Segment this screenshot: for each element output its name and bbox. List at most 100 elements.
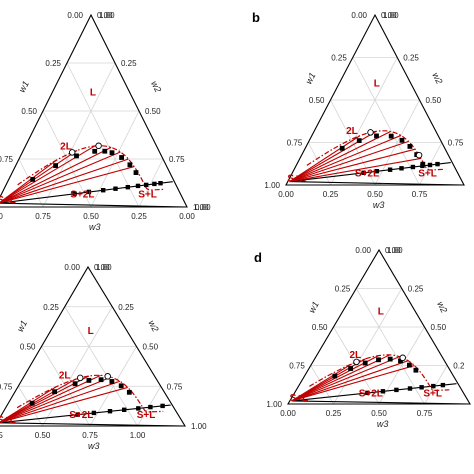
saturation-boundary: [291, 383, 457, 402]
apex-right-tick: 1.00: [96, 263, 112, 272]
axis-label-w2: w2: [149, 79, 163, 94]
bottom-tick-label: 0.50: [367, 190, 383, 199]
binodal-point: [407, 144, 413, 149]
bottom-tick-label: 0.75: [82, 431, 98, 440]
apex-left-tick: 0.00: [67, 11, 83, 20]
right-tick-label: 0.00: [385, 246, 401, 255]
solid-boundary: [0, 422, 186, 427]
tie-line: [289, 148, 416, 183]
apex-right-tick: 1.00: [99, 11, 115, 20]
region-label: S+2L: [69, 410, 93, 421]
grid-line: [64, 306, 138, 427]
bottom-tick-label: 1.00: [130, 431, 146, 440]
binodal-point: [399, 137, 405, 143]
bottom-tick-label: 0.00: [280, 409, 296, 418]
ternary-panel-4: L 2L S+2L S+L S+L 1.00 0.75 0.50 0.25 0.00 0.25 0.5…: [254, 246, 471, 429]
binodal-point: [30, 177, 36, 182]
panel-label: d: [254, 250, 262, 265]
axis-label-w1: w1: [303, 71, 317, 86]
region-label: S+L: [418, 169, 437, 180]
saturation-point: [440, 382, 446, 388]
region-label: S+L: [290, 393, 309, 404]
binodal-point: [102, 148, 108, 154]
bottom-tick-label: 0.75: [35, 212, 51, 221]
open-point: [104, 373, 111, 380]
region-label: 2L: [349, 350, 361, 361]
triangle-frame: [0, 13, 188, 208]
right-tick-label: 0.00: [381, 11, 397, 20]
saturation-point: [365, 390, 370, 396]
saturation-point: [419, 385, 424, 390]
binodal-point: [348, 366, 353, 371]
bottom-tick-label: 0.50: [83, 212, 99, 221]
binodal-point: [29, 400, 35, 406]
bottom-tick-label: 0.25: [0, 431, 3, 440]
saturation-point: [361, 170, 366, 175]
binodal-point: [109, 150, 115, 156]
axis-label-w3: w3: [89, 222, 101, 232]
open-point: [367, 129, 374, 136]
right-tick-label: 1.00: [191, 422, 207, 431]
grid-line: [42, 110, 92, 208]
saturation-boundary: [0, 181, 173, 204]
apex-left-tick: 0.00: [355, 246, 371, 255]
grid-line: [330, 99, 376, 186]
binodal-point: [86, 378, 92, 383]
solid-boundary: [0, 202, 188, 208]
tie-line: [0, 146, 112, 204]
region-label: 2L: [59, 370, 71, 381]
binodal-point: [398, 358, 403, 364]
saturation-point: [148, 404, 153, 410]
region-label: S+L: [0, 415, 16, 426]
ternary-panel-1: L 2L S+2L S+L S+L 1.00 0.75 0.50 0.25 0.00 0.25 0.5…: [0, 11, 211, 232]
right-tick-label: 0.2: [453, 362, 465, 371]
region-label: S+2L: [355, 169, 379, 180]
binodal-point: [74, 153, 79, 159]
bottom-tick-label: 1.00: [0, 212, 3, 221]
axis-label-w2: w2: [435, 300, 449, 315]
saturation-point: [387, 167, 393, 172]
tie-line: [291, 354, 391, 402]
tie-line: [289, 140, 409, 183]
grid-line: [138, 158, 164, 208]
open-point: [68, 149, 76, 156]
left-tick-label: 0.75: [289, 362, 305, 371]
grid-line: [330, 57, 398, 186]
axis-label-w3: w3: [373, 200, 385, 210]
saturation-point: [380, 389, 386, 394]
right-tick-label: 0.25: [403, 54, 419, 63]
binodal-point: [98, 377, 104, 383]
saturation-point: [158, 181, 163, 186]
binodal-point: [332, 373, 338, 379]
binodal-point: [339, 145, 345, 151]
saturation-point: [101, 188, 106, 193]
region-label: S+2L: [359, 388, 383, 399]
region-label: L: [374, 78, 380, 89]
left-tick-label: 0.25: [43, 303, 59, 312]
bottom-tick-label: 0.00: [278, 190, 294, 199]
binodal-point: [407, 362, 412, 368]
binodal-point: [92, 148, 98, 154]
tie-line: [289, 135, 361, 183]
tie-line: [289, 157, 422, 183]
apex-right-tick: 1.00: [383, 11, 399, 20]
bottom-tick-label: 0.75: [412, 190, 428, 199]
region-label: 2L: [60, 141, 72, 152]
tie-line: [0, 159, 58, 203]
right-tick-label: 0.25: [121, 59, 137, 68]
corner-right-tick: 0.00: [195, 203, 211, 212]
binodal-point: [72, 381, 78, 387]
grid-line: [41, 346, 91, 427]
solid-boundary: [289, 181, 465, 186]
saturation-point: [86, 189, 92, 195]
axis-label-w1: w1: [15, 319, 29, 334]
tie-line: [289, 130, 391, 183]
saturation-point: [107, 409, 113, 414]
grid-line: [333, 326, 380, 405]
left-tick-label: 0.75: [0, 382, 13, 391]
saturation-boundary: [0, 404, 171, 424]
right-tick-label: 0.50: [145, 107, 161, 116]
open-point: [95, 142, 102, 150]
binodal-point: [374, 133, 379, 139]
saturation-point: [410, 164, 416, 170]
